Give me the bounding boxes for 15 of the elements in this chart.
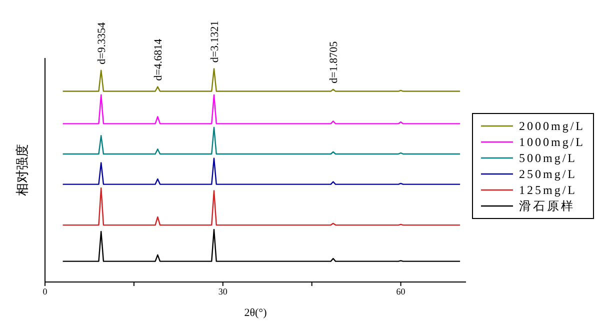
legend-label: 1000mg/L [519,134,585,150]
legend-label: 滑石原样 [519,198,575,214]
x-tick-label: 30 [218,286,228,296]
legend-label: 125mg/L [519,182,577,198]
legend-label: 500mg/L [519,150,577,166]
x-axis-title: 2θ(°) [244,307,268,319]
x-tick-label: 0 [42,286,48,296]
legend-label: 2000mg/L [519,118,585,134]
annotation: d=9.3354 [96,22,108,64]
annotation: d=4.6814 [152,38,165,81]
legend-label: 250mg/L [519,166,577,182]
x-tick-label: 60 [396,286,406,296]
y-axis-title: 相对强度 [14,144,30,196]
annotation: d=1.8705 [328,40,340,84]
annotation: d=3.1321 [208,20,221,63]
